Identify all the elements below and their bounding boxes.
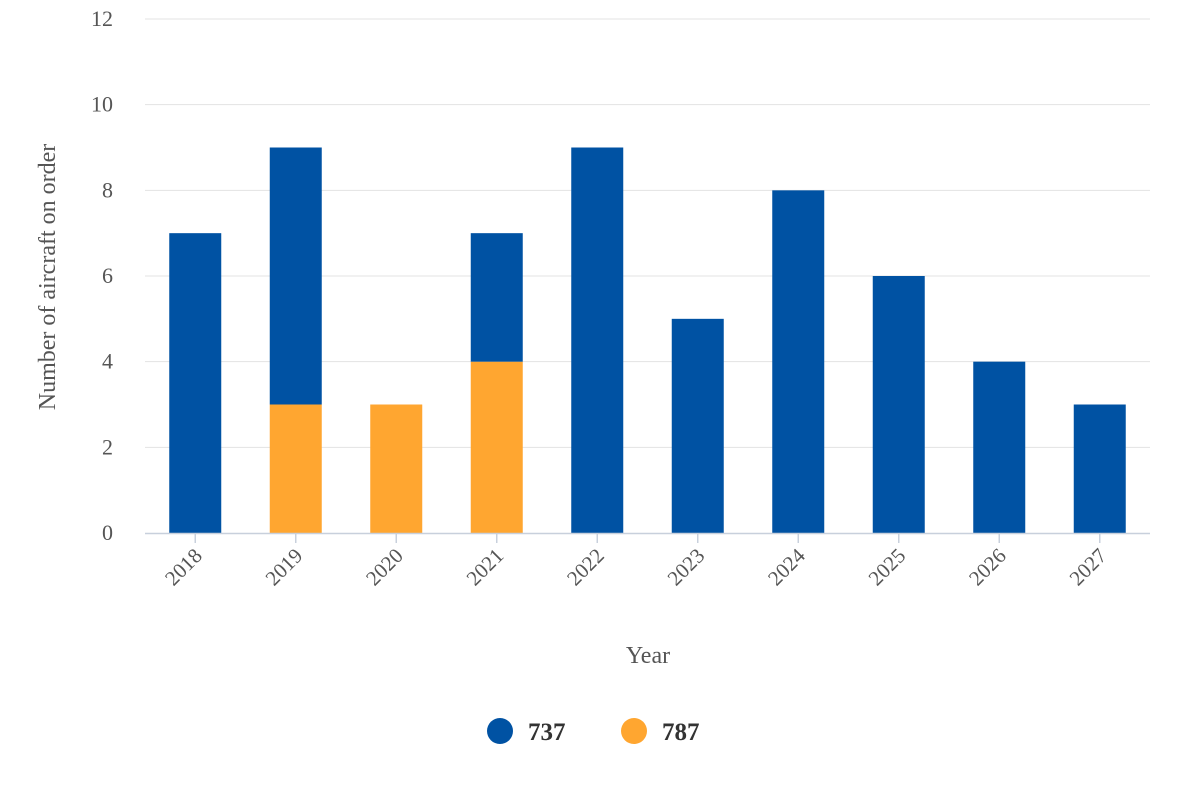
- x-axis-title: Year: [626, 643, 670, 669]
- bar-737-2018[interactable]: [169, 233, 222, 533]
- bar-737-2026[interactable]: [973, 361, 1026, 533]
- bar-787-2020[interactable]: [370, 404, 423, 534]
- x-axis-ticks: 2018 2019 2020 2021 2022 2023 2024 2025 2026 2027: [160, 533, 1111, 590]
- legend-swatch-787: [621, 718, 647, 744]
- legend-item-737[interactable]: 737: [487, 718, 566, 746]
- bar-737-2022[interactable]: [571, 147, 624, 534]
- x-tick-label: 2018: [160, 544, 207, 591]
- legend-swatch-737: [487, 718, 513, 744]
- x-tick-label: 2020: [361, 544, 408, 591]
- legend: 737 787: [487, 718, 700, 746]
- legend-item-787[interactable]: 787: [621, 718, 700, 746]
- x-tick-label: 2021: [462, 544, 509, 591]
- y-tick-label: 6: [102, 263, 113, 288]
- y-tick-label: 2: [102, 434, 113, 459]
- y-tick-label: 12: [91, 6, 113, 31]
- bar-737-2027[interactable]: [1073, 404, 1126, 534]
- bar-737-2024[interactable]: [772, 190, 825, 534]
- y-tick-label: 10: [91, 92, 113, 117]
- legend-label-737: 737: [528, 719, 566, 746]
- x-tick-label: 2025: [864, 544, 911, 591]
- x-tick-label: 2024: [763, 543, 810, 590]
- bar-737-2023[interactable]: [671, 318, 724, 533]
- x-tick-label: 2027: [1065, 544, 1112, 591]
- y-tick-label: 0: [102, 520, 113, 545]
- bar-787-2019[interactable]: [269, 404, 322, 534]
- x-tick-label: 2026: [964, 544, 1011, 591]
- y-axis-title: Number of aircraft on order: [35, 144, 61, 411]
- bar-787-2021[interactable]: [470, 361, 523, 533]
- bar-737-2021[interactable]: [470, 233, 523, 362]
- bar-737-2019[interactable]: [269, 147, 322, 405]
- x-tick-label: 2019: [261, 544, 308, 591]
- y-axis-ticks: 0 2 4 6 8 10 12: [91, 6, 113, 545]
- x-tick-label: 2022: [562, 544, 609, 591]
- y-tick-label: 8: [102, 177, 113, 202]
- x-tick-label: 2023: [663, 544, 710, 591]
- bar-737-2025[interactable]: [872, 276, 925, 533]
- legend-label-787: 787: [662, 719, 700, 746]
- bars: [169, 147, 1126, 534]
- y-tick-label: 4: [102, 349, 113, 374]
